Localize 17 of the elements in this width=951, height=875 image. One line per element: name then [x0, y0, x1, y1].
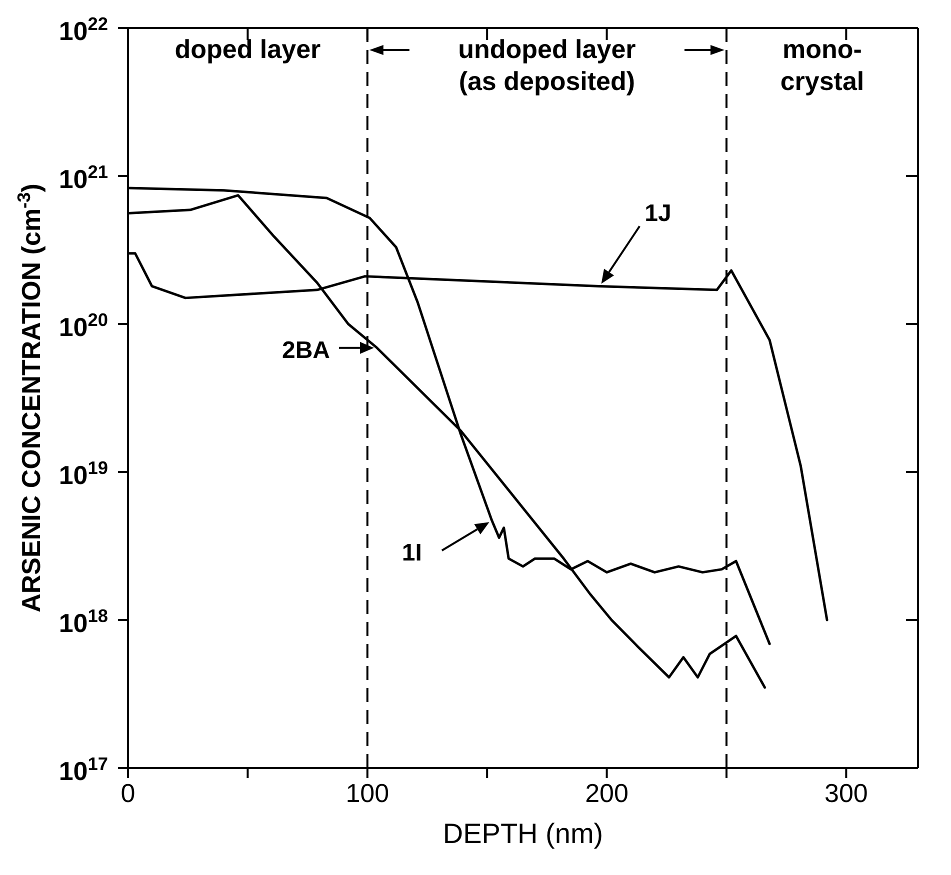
y-tick-label: 10$^{18}$	[58, 606, 108, 638]
text: 1J	[644, 200, 672, 228]
annotation: doped layer	[174, 34, 321, 64]
x-axis-title: DEPTH (nm)	[442, 818, 604, 849]
y-tick-label: 10$^{20}$	[58, 310, 108, 342]
x-tick-label: 0	[120, 778, 136, 808]
y-tick-label: 10$^{17}$	[58, 754, 108, 786]
legend-label: 2BA	[282, 336, 330, 364]
x-tick-label: 300	[824, 778, 868, 808]
y-tick-label: 10$^{22}$	[58, 14, 108, 46]
y-tick-label: 10$^{21}$	[58, 162, 108, 194]
annotation: undoped layer (as deposited)	[458, 34, 636, 96]
annotation: mono- crystal	[780, 34, 864, 96]
legend-label: 1I	[402, 540, 422, 567]
x-tick-label: 100	[346, 778, 390, 808]
y-tick-label: 10$^{19}$	[58, 458, 108, 490]
x-tick-label: 200	[585, 778, 628, 808]
